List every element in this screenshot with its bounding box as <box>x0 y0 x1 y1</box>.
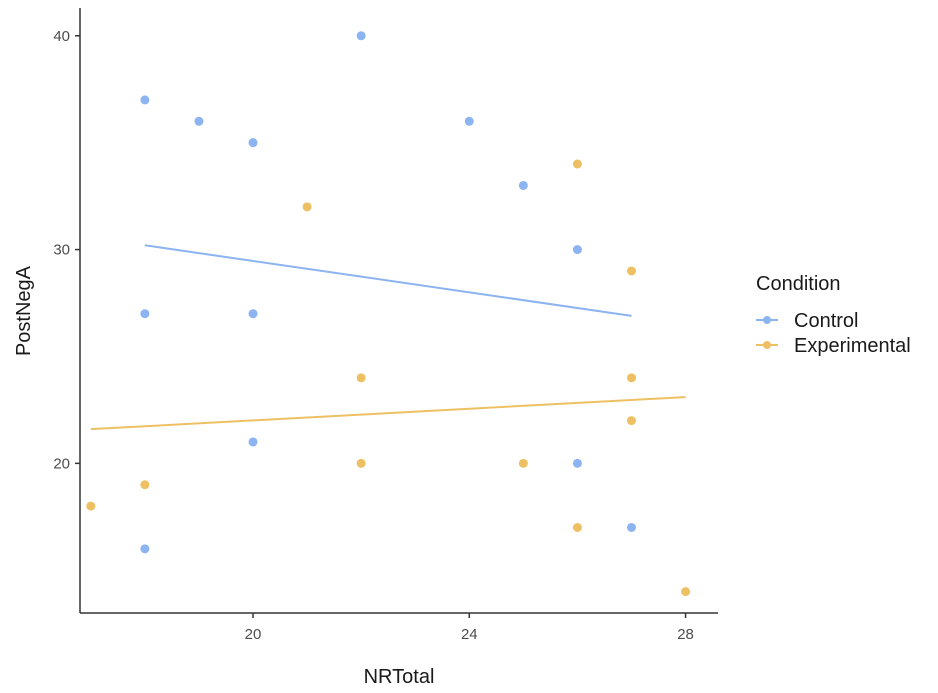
data-point-control <box>248 437 258 447</box>
x-tick-label: 20 <box>245 626 262 643</box>
y-tick-label: 30 <box>53 242 70 259</box>
y-axis-title: PostNegA <box>13 265 35 356</box>
fit-lines <box>90 244 686 431</box>
legend-label: Control <box>794 310 858 332</box>
data-point-experimental <box>572 522 582 532</box>
data-point-control <box>572 245 582 255</box>
data-point-experimental <box>681 587 691 597</box>
data-point-experimental <box>626 373 636 383</box>
data-point-control <box>248 138 258 148</box>
data-point-experimental <box>140 480 150 490</box>
data-point-control <box>248 309 258 319</box>
data-point-control <box>572 458 582 468</box>
x-axis-title: NRTotal <box>364 666 435 688</box>
data-point-experimental <box>626 416 636 426</box>
data-point-control <box>140 544 150 554</box>
legend-key-point <box>763 341 771 349</box>
data-point-control <box>518 180 528 190</box>
data-point-experimental <box>356 373 366 383</box>
legend-item-control: Control <box>756 310 858 332</box>
x-tick-label: 28 <box>677 626 694 643</box>
data-point-experimental <box>572 159 582 169</box>
data-point-experimental <box>356 458 366 468</box>
data-point-control <box>140 309 150 319</box>
y-tick-label: 20 <box>53 455 70 472</box>
fit-line-experimental <box>90 396 686 431</box>
y-ticks: 20 30 40 <box>53 28 80 472</box>
data-point-control <box>140 95 150 105</box>
legend-item-experimental: Experimental <box>756 335 911 357</box>
data-point-control <box>626 522 636 532</box>
data-points <box>86 31 691 597</box>
axes <box>79 8 718 614</box>
y-tick-label: 40 <box>53 28 70 45</box>
x-ticks: 20 24 28 <box>245 613 694 643</box>
legend-key-point <box>763 316 771 324</box>
fit-line-control <box>144 244 632 317</box>
legend-title: Condition <box>756 273 841 295</box>
data-point-experimental <box>626 266 636 276</box>
legend-label: Experimental <box>794 335 911 357</box>
data-point-experimental <box>86 501 96 511</box>
data-point-experimental <box>302 202 312 212</box>
legend: Condition Control Experimental <box>756 273 911 357</box>
data-point-experimental <box>518 458 528 468</box>
data-point-control <box>356 31 366 41</box>
data-point-control <box>194 116 204 126</box>
data-point-control <box>464 116 474 126</box>
x-tick-label: 24 <box>461 626 478 643</box>
